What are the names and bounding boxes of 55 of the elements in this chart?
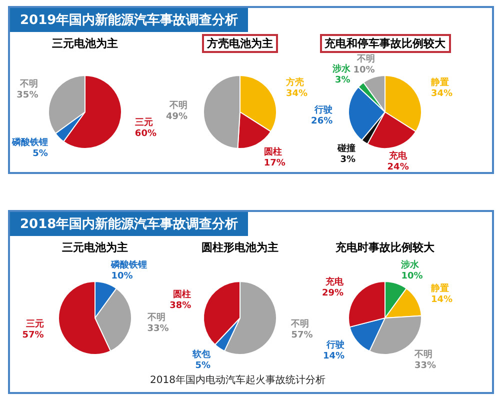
slice-label: 方壳 xyxy=(285,77,304,88)
data-label: 33% xyxy=(414,361,436,372)
data-label: 60% xyxy=(134,128,156,139)
data-label: 34% xyxy=(431,89,453,100)
data-label: 26% xyxy=(311,116,333,127)
slice-label: 行驶 xyxy=(314,104,333,116)
data-label: 49% xyxy=(166,112,188,122)
data-label: 35% xyxy=(16,90,38,100)
slice-label: 充电 xyxy=(388,150,408,162)
data-label: 38% xyxy=(170,300,192,311)
slice-label: 不明 xyxy=(356,53,375,64)
data-label: 34% xyxy=(286,89,308,100)
slice-label: 磷酸铁锂 xyxy=(10,137,48,148)
data-label: 3% xyxy=(340,155,356,166)
data-label: 57% xyxy=(22,330,44,340)
data-label: 10% xyxy=(353,65,375,76)
chart-title: 三元电池为主 xyxy=(61,240,129,255)
data-label: 17% xyxy=(264,158,286,168)
data-label: 10% xyxy=(401,271,423,282)
slice-label: 不明 xyxy=(414,349,433,360)
text: 2019年国内新能源汽车事故调查分析 xyxy=(10,8,248,32)
data-label: 24% xyxy=(387,162,409,172)
chart-title: 充电和停车事故比例较大 xyxy=(320,34,450,53)
slice-label: 三元 xyxy=(134,116,153,128)
slice-label: 碰撞 xyxy=(336,143,356,154)
slice-label: 磷酸铁锂 xyxy=(110,259,148,270)
slice-label: 不明 xyxy=(290,318,310,330)
slice-label: 静置 xyxy=(430,283,450,294)
slice-label: 行驶 xyxy=(326,340,345,351)
slice-label: 涉水 xyxy=(331,63,352,74)
data-label: 3% xyxy=(335,75,350,86)
data-label: 14% xyxy=(431,295,453,306)
data-label: 5% xyxy=(195,361,210,372)
slice-label: 不明 xyxy=(19,78,38,90)
slice-label: 圆柱 xyxy=(264,146,282,158)
slice-label: 三元 xyxy=(26,318,44,330)
data-label: 29% xyxy=(322,288,344,298)
chart-title: 方壳电池为主 xyxy=(202,34,278,53)
slice-label: 不明 xyxy=(146,312,166,324)
data-label: 5% xyxy=(32,149,48,160)
data-label: 14% xyxy=(323,352,345,362)
text: 2018年国内电动汽车起火事故统计分析 xyxy=(150,374,326,387)
chart-title: 三元电池为主 xyxy=(51,36,119,51)
slice-label: 不明 xyxy=(168,100,188,111)
chart-title: 充电时事故比例较大 xyxy=(334,240,436,255)
text: 2018年国内新能源汽车事故调查分析 xyxy=(10,212,248,236)
slice-label: 圆柱 xyxy=(173,288,192,300)
slice-label: 涉水 xyxy=(400,259,420,270)
slice-label: 静置 xyxy=(430,77,450,88)
data-label: 10% xyxy=(111,271,133,282)
chart-title: 圆柱形电池为主 xyxy=(200,240,280,255)
data-label: 57% xyxy=(291,330,313,340)
slice-label: 软包 xyxy=(191,349,212,360)
data-label: 33% xyxy=(147,324,169,334)
slice-label: 充电 xyxy=(324,276,345,288)
